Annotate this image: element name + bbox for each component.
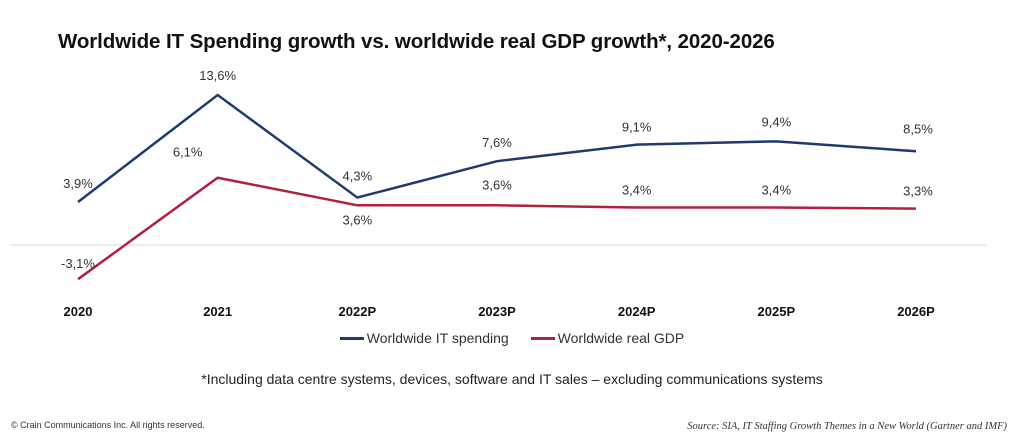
data-labels: 3,9% 13,6% 4,3% 7,6% 9,1% 9,4% 8,5% -3,1% 6,1% 3,… — [61, 68, 933, 271]
chart-title: Worldwide IT Spending growth vs. worldwi… — [58, 30, 775, 53]
x-tick-label: 2020 — [64, 304, 93, 319]
data-label: 3,3% — [903, 184, 933, 199]
footnote: *Including data centre systems, devices,… — [201, 371, 823, 387]
data-label: 13,6% — [199, 68, 236, 83]
data-label: 8,5% — [903, 121, 933, 136]
copyright-notice: © Crain Communications Inc. All rights r… — [11, 420, 205, 430]
data-label: 7,6% — [482, 135, 512, 150]
x-tick-label: 2026P — [897, 304, 935, 319]
x-tick-label: 2021 — [203, 304, 232, 319]
source-citation: Source: SIA, IT Staffing Growth Themes i… — [687, 421, 1007, 432]
data-label: 4,3% — [343, 169, 373, 184]
data-label: 3,9% — [63, 176, 93, 191]
data-label: 9,4% — [762, 114, 792, 129]
data-label: -3,1% — [61, 256, 95, 271]
data-label: 3,6% — [343, 212, 373, 227]
legend: Worldwide IT spending Worldwide real GDP — [0, 330, 1024, 346]
legend-swatch-it-spending — [339, 336, 364, 340]
series-line-it-spending — [77, 93, 917, 203]
data-label: 9,1% — [622, 120, 652, 135]
data-label: 6,1% — [173, 145, 203, 160]
data-label: 3,4% — [762, 183, 792, 198]
x-tick-label: 2024P — [618, 304, 656, 319]
legend-item-real-gdp[interactable]: Worldwide real GDP — [530, 330, 685, 346]
x-tick-label: 2025P — [758, 304, 796, 319]
legend-swatch-real-gdp — [530, 336, 555, 340]
x-tick-label: 2022P — [339, 304, 377, 319]
series-layer — [77, 93, 917, 281]
x-axis-ticks: 2020 2021 2022P 2023P 2024P 2025P 2026P — [64, 304, 936, 319]
legend-item-it-spending[interactable]: Worldwide IT spending — [339, 330, 509, 346]
series-line-real-gdp — [77, 176, 917, 281]
legend-label: Worldwide real GDP — [557, 330, 685, 346]
data-label: 3,6% — [482, 177, 512, 192]
data-label: 3,4% — [622, 183, 652, 198]
x-tick-label: 2023P — [478, 304, 516, 319]
legend-label: Worldwide IT spending — [366, 330, 509, 346]
